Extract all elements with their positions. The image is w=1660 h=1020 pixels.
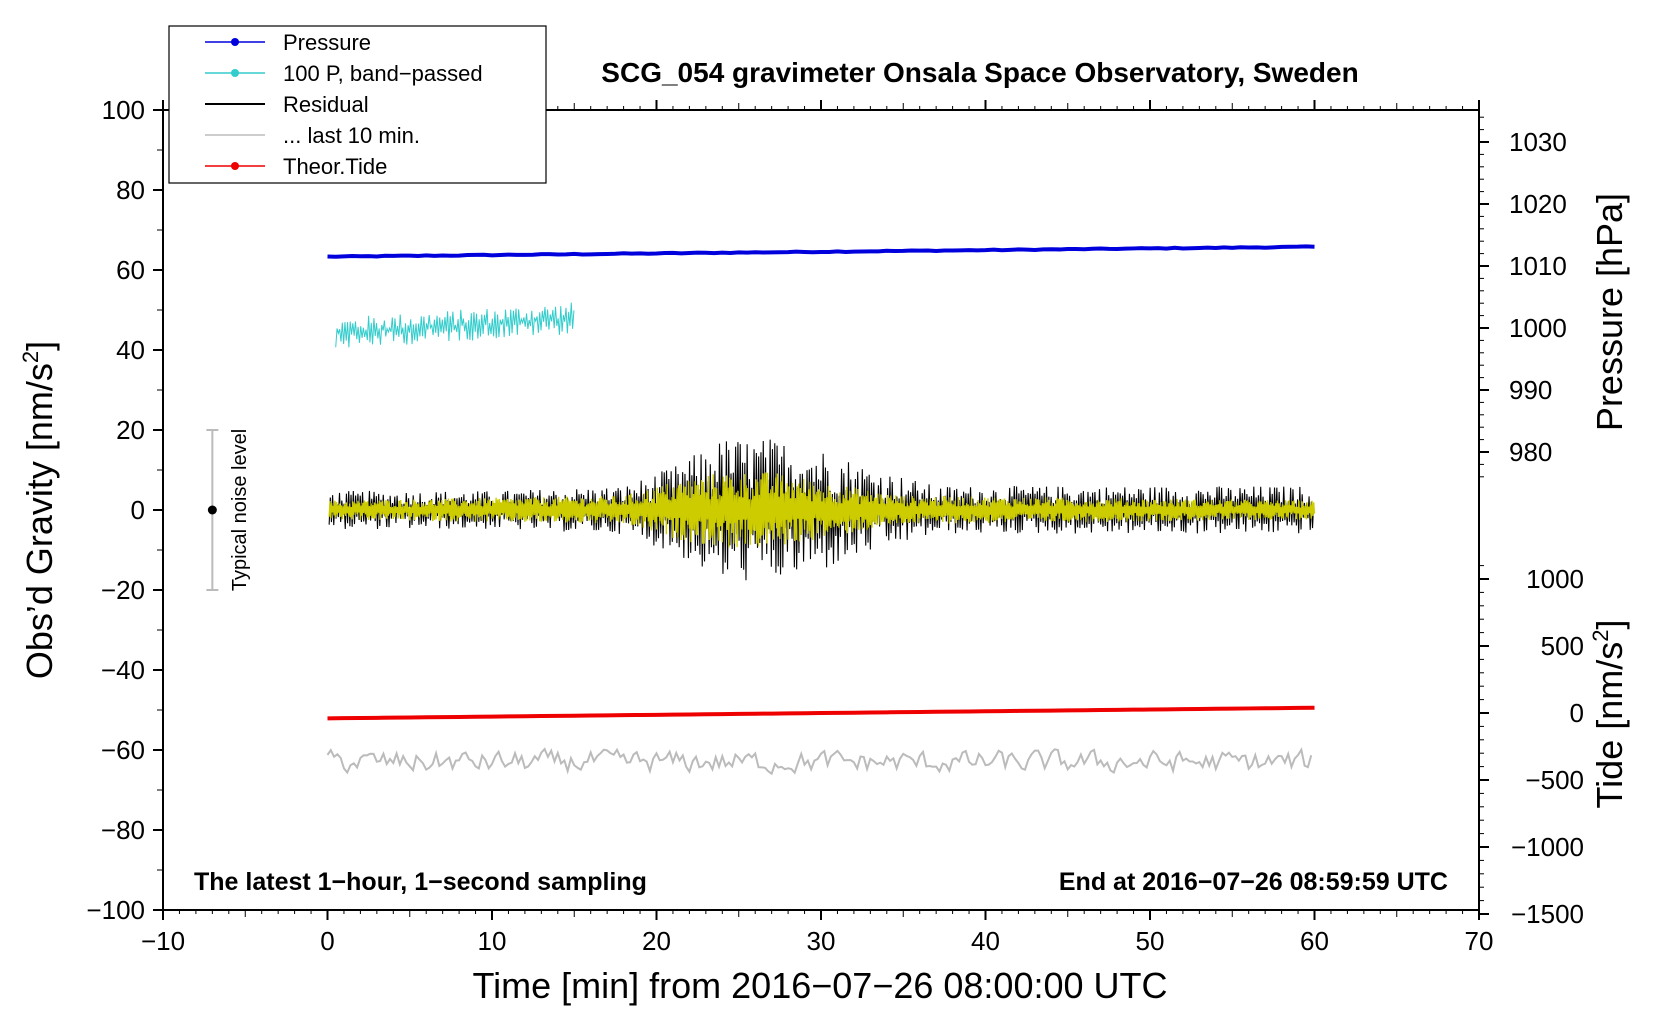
y-tick-label: −40 xyxy=(101,655,145,685)
legend-marker xyxy=(231,69,239,77)
y-tick-label: 60 xyxy=(116,255,145,285)
annotation-end-time: End at 2016−07−26 08:59:59 UTC xyxy=(1059,868,1448,896)
y-tick-label: 40 xyxy=(116,335,145,365)
x-axis-title: Time [min] from 2016−07−26 08:00:00 UTC xyxy=(472,965,1167,1006)
x-tick-label: 60 xyxy=(1300,926,1329,956)
series-pressure-bandpassed xyxy=(335,302,575,348)
legend: Pressure 100 P, band−passed Residual ... la… xyxy=(168,25,547,184)
legend-marker xyxy=(231,38,239,46)
y-axis-pressure-title: Pressure [hPa] xyxy=(1589,193,1630,431)
x-tick-label: 40 xyxy=(971,926,1000,956)
y-tick-label: 0 xyxy=(131,495,145,525)
tide-tick-label: 500 xyxy=(1541,631,1584,661)
noise-label: Typical noise level xyxy=(229,429,251,591)
x-tick-label: 0 xyxy=(320,926,334,956)
tide-tick-label: −500 xyxy=(1525,765,1584,795)
pressure-tick-label: 1020 xyxy=(1509,189,1567,219)
series-pressure xyxy=(327,244,1315,259)
x-tick-label: 20 xyxy=(642,926,671,956)
tide-tick-label: −1000 xyxy=(1511,832,1584,862)
tide-tick-label: −1500 xyxy=(1511,899,1584,929)
legend-label: 100 P, band−passed xyxy=(283,61,483,86)
legend-label: Pressure xyxy=(283,30,371,55)
legend-marker xyxy=(231,162,239,170)
noise-bar-center xyxy=(207,505,217,515)
x-tick-label: 30 xyxy=(807,926,836,956)
tide-tick-label: 1000 xyxy=(1526,564,1584,594)
y-tick-label: −80 xyxy=(101,815,145,845)
chart-title: SCG_054 gravimeter Onsala Space Observat… xyxy=(601,57,1358,88)
annotation-sampling: The latest 1−hour, 1−second sampling xyxy=(194,868,647,896)
y-tick-label: 100 xyxy=(102,95,145,125)
y-left-title-close: ] xyxy=(19,341,60,351)
tide-tick-label: 0 xyxy=(1570,698,1584,728)
x-tick-label: 10 xyxy=(478,926,507,956)
series-residual-smoothed xyxy=(328,472,1316,548)
y-axis-tide-title: Tide [nm/s2] xyxy=(1588,620,1630,809)
legend-label: Theor.Tide xyxy=(283,154,387,179)
legend-label: Residual xyxy=(283,92,369,117)
y-tick-label: −20 xyxy=(101,575,145,605)
y-tick-label: 20 xyxy=(116,415,145,445)
x-tick-label: 70 xyxy=(1465,926,1494,956)
pressure-tick-label: 990 xyxy=(1509,375,1552,405)
x-tick-label: −10 xyxy=(141,926,185,956)
y-left-title-main: Obs’d Gravity [nm/s xyxy=(19,363,60,679)
x-tick-label: 50 xyxy=(1136,926,1165,956)
y-tide-title-close: ] xyxy=(1589,620,1630,630)
series-layer xyxy=(326,244,1316,776)
pressure-tick-label: 980 xyxy=(1509,437,1552,467)
pressure-tick-label: 1010 xyxy=(1509,251,1567,281)
y-axis-left-title: Obs’d Gravity [nm/s2] xyxy=(18,341,60,679)
pressure-tick-label: 1030 xyxy=(1509,127,1567,157)
noise-bar xyxy=(206,429,219,591)
y-tick-label: −60 xyxy=(101,735,145,765)
pressure-tick-label: 1000 xyxy=(1509,313,1567,343)
legend-label: ... last 10 min. xyxy=(283,123,420,148)
y-tick-label: −100 xyxy=(86,895,145,925)
series-last-10-min xyxy=(326,747,1313,776)
ticks: −10 0 10 20 30 40 50 60 70−100−80−60−40−20020406… xyxy=(86,95,1584,956)
y-left-title-sup: 2 xyxy=(18,351,43,363)
y-tick-label: 80 xyxy=(116,175,145,205)
y-tide-title-main: Tide [nm/s xyxy=(1589,642,1630,809)
y-tide-title-sup: 2 xyxy=(1588,630,1613,642)
series-tide xyxy=(327,705,1315,721)
